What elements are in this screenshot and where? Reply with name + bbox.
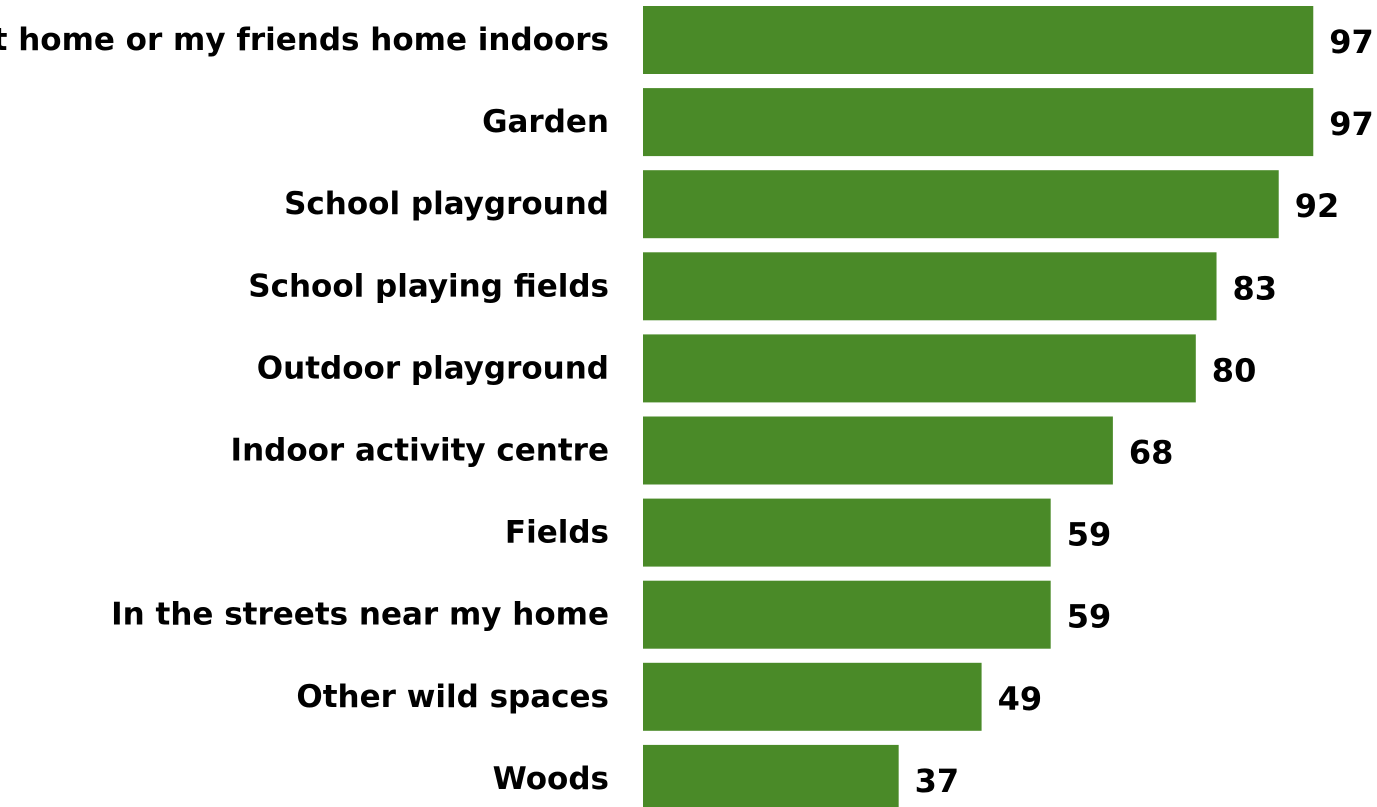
category-label-5: Outdoor playground [257, 350, 609, 386]
value-label-7: 59 [1067, 516, 1112, 554]
category-label-8: In the streets near my home [111, 597, 609, 633]
bar-3 [643, 170, 1279, 239]
category-label-1: At home or my friends home indoors [0, 22, 609, 58]
bar-6 [643, 416, 1113, 485]
category-label-4: School playing fields [248, 268, 609, 304]
bar-10 [643, 744, 899, 807]
value-label-6: 68 [1129, 434, 1174, 472]
value-label-5: 80 [1212, 351, 1257, 389]
bars [643, 6, 1314, 807]
value-label-10: 37 [915, 762, 960, 800]
bar-7 [643, 498, 1051, 567]
bar-8 [643, 580, 1051, 649]
bar-9 [643, 662, 982, 731]
bar-5 [643, 334, 1196, 403]
category-label-7: Fields [505, 515, 609, 551]
value-label-8: 59 [1067, 598, 1112, 636]
value-label-2: 97 [1329, 105, 1374, 143]
category-label-6: Indoor activity centre [231, 433, 609, 469]
bar-2 [643, 88, 1314, 157]
value-label-9: 49 [998, 680, 1043, 718]
category-labels: At home or my friends home indoors Garden… [0, 22, 609, 797]
value-label-4: 83 [1233, 269, 1278, 307]
category-label-9: Other wild spaces [296, 679, 609, 715]
category-label-10: Woods [493, 761, 609, 797]
value-label-3: 92 [1295, 187, 1340, 225]
value-labels: 97 97 92 83 80 68 59 59 49 37 [915, 23, 1374, 800]
value-label-1: 97 [1329, 23, 1374, 61]
bar-1 [643, 6, 1314, 74]
category-label-2: Garden [482, 104, 609, 140]
bar-4 [643, 252, 1217, 321]
category-label-3: School playground [284, 186, 609, 222]
